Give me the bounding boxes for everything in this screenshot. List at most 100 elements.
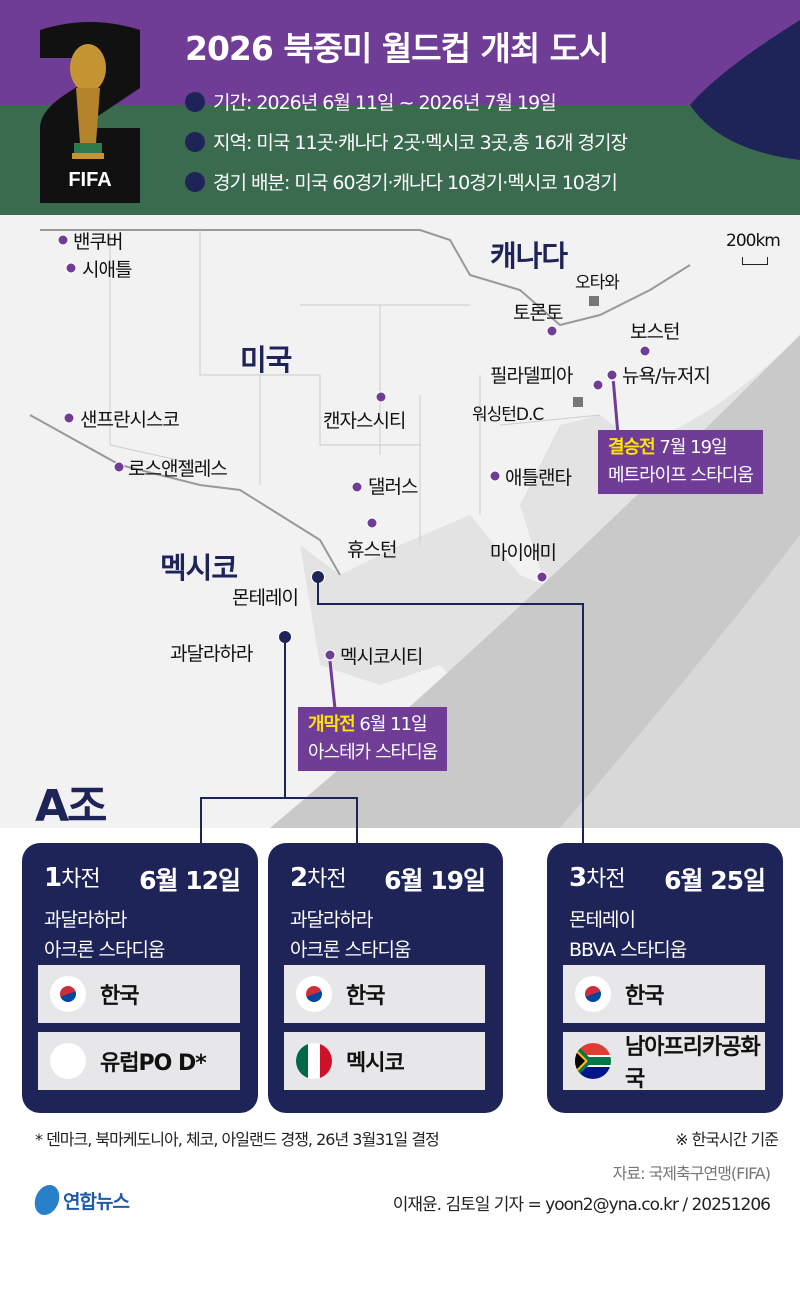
credit: 이재윤. 김토일 기자 = yoon2@yna.co.kr / 20251206	[392, 1195, 771, 1215]
korea-flag-icon	[575, 976, 611, 1012]
city-label-losangeles: 로스앤젤레스	[128, 458, 228, 480]
city-marker	[65, 262, 77, 274]
final-date: 7월 19일	[659, 437, 727, 458]
korea-flag-icon	[50, 976, 86, 1012]
bullet-icon	[185, 171, 205, 192]
country-label-mexico: 멕시코	[160, 551, 238, 585]
source: 자료: 국제축구연맹(FIFA)	[612, 1164, 771, 1183]
scale-bar	[742, 257, 768, 265]
city-label-monterrey: 몬테레이	[232, 587, 299, 609]
country-label-usa: 미국	[240, 343, 292, 377]
bullet-icon	[185, 131, 205, 152]
mexico-flag-icon	[296, 1043, 332, 1079]
round-label: 1차전	[44, 863, 101, 893]
city-marker	[57, 234, 69, 246]
city-label-dallas: 댈러스	[368, 476, 418, 498]
city-marker	[113, 461, 125, 473]
page-title: 2026 북중미 월드컵 개최 도시	[185, 29, 609, 68]
yonhap-logo-icon	[32, 1185, 62, 1215]
opening-date: 6월 11일	[359, 714, 427, 735]
blank-flag-icon	[50, 1043, 86, 1079]
team-row: 멕시코	[284, 1032, 485, 1090]
city-label-sanfrancisco: 샌프란시스코	[80, 409, 180, 431]
yonhap-logo: 연합뉴스	[32, 1185, 130, 1215]
city-label-kansascity: 캔자스시티	[323, 410, 406, 432]
city-marker	[375, 391, 387, 403]
city-marker	[351, 481, 363, 493]
opening-stadium: 아스테카 스타디움	[308, 742, 438, 763]
city-marker	[489, 470, 501, 482]
match-allocation-line: 경기 배분: 미국 60경기·캐나다 10경기·멕시코 10경기	[185, 168, 618, 195]
host-city-map: 캐나다 미국 멕시코 200km 밴쿠버 시애틀 샌프란시스코 로스앤젤레스 캔…	[0, 215, 800, 828]
city-label-philadelphia: 필라델피아	[490, 365, 573, 387]
team-row: 유럽PO D*	[38, 1032, 240, 1090]
city-label-seattle: 시애틀	[82, 259, 132, 281]
header-banner: FIFA 2026 북중미 월드컵 개최 도시 기간: 2026년 6월 11일…	[0, 0, 800, 215]
match-card-3: 3차전 6월 25일 몬테레이 BBVA 스타디움 한국 남아프리카공화국	[547, 843, 783, 1113]
final-callout: 결승전 7월 19일 메트라이프 스타디움	[598, 430, 763, 494]
match-card-1: 1차전 6월 12일 과달라하라 아크론 스타디움 한국 유럽PO D*	[22, 843, 258, 1113]
match-date: 6월 12일	[139, 866, 241, 895]
team-row: 한국	[284, 965, 485, 1023]
city-label-newyork: 뉴욕/뉴저지	[622, 365, 711, 387]
city-marker	[366, 517, 378, 529]
region-line: 지역: 미국 11곳·캐나다 2곳·멕시코 3곳,총 16개 경기장	[185, 128, 628, 155]
capital-label-washington: 워싱턴D.C	[472, 405, 544, 425]
opening-callout: 개막전 6월 11일 아스테카 스타디움	[298, 707, 448, 771]
match-date: 6월 25일	[664, 866, 766, 895]
connector-line	[582, 603, 584, 845]
bullet-icon	[185, 91, 205, 112]
city-marker	[324, 649, 336, 661]
venue: 과달라하라 아크론 스타디움	[290, 909, 411, 961]
korea-flag-icon	[296, 976, 332, 1012]
allocation-text: 경기 배분: 미국 60경기·캐나다 10경기·멕시코 10경기	[213, 172, 618, 194]
region-text: 지역: 미국 11곳·캐나다 2곳·멕시코 3곳,총 16개 경기장	[213, 132, 628, 154]
match-date: 6월 19일	[384, 866, 486, 895]
venue: 과달라하라 아크론 스타디움	[44, 909, 165, 961]
team-row: 한국	[38, 965, 240, 1023]
city-label-houston: 휴스턴	[347, 539, 397, 561]
fifa-26-logo: FIFA	[30, 18, 150, 203]
round-label: 3차전	[569, 863, 626, 893]
team-row: 한국	[563, 965, 765, 1023]
final-stadium: 메트라이프 스타디움	[608, 465, 754, 486]
connector-line	[356, 797, 358, 845]
connector-line	[200, 797, 202, 845]
round-label: 2차전	[290, 863, 347, 893]
city-label-miami: 마이애미	[490, 542, 557, 564]
city-marker	[639, 345, 651, 357]
city-label-atlanta: 애틀랜타	[505, 467, 572, 489]
city-label-vancouver: 밴쿠버	[73, 231, 123, 253]
city-marker	[606, 369, 618, 381]
city-label-boston: 보스턴	[630, 321, 680, 343]
group-title: A조	[35, 781, 108, 828]
city-label-mexicocity: 멕시코시티	[340, 646, 423, 668]
capital-marker	[573, 397, 583, 407]
connector-line	[317, 580, 319, 604]
capital-label-ottawa: 오타와	[575, 273, 620, 293]
venue: 몬테레이 BBVA 스타디움	[569, 909, 687, 961]
south-africa-flag-icon	[575, 1043, 611, 1079]
period-line: 기간: 2026년 6월 11일 ~ 2026년 7월 19일	[185, 88, 557, 115]
city-label-toronto: 토론토	[513, 302, 563, 324]
capital-marker	[589, 296, 599, 306]
city-marker	[63, 412, 75, 424]
city-label-guadalajara: 과달라하라	[170, 643, 253, 665]
city-marker	[546, 325, 558, 337]
city-marker	[536, 571, 548, 583]
fifa-wordmark: FIFA	[68, 169, 111, 191]
country-label-canada: 캐나다	[490, 239, 568, 273]
scale-label: 200km	[726, 231, 781, 251]
period-text: 기간: 2026년 6월 11일 ~ 2026년 7월 19일	[213, 92, 557, 114]
connector-line	[317, 603, 584, 605]
connector-line	[284, 640, 286, 798]
opening-label: 개막전	[308, 714, 356, 735]
team-row: 남아프리카공화국	[563, 1032, 765, 1092]
match-card-2: 2차전 6월 19일 과달라하라 아크론 스타디움 한국 멕시코	[268, 843, 503, 1113]
final-label: 결승전	[608, 437, 656, 458]
connector-line	[200, 797, 358, 799]
time-note: ※ 한국시간 기준	[675, 1130, 779, 1149]
yonhap-wordmark: 연합뉴스	[63, 1190, 130, 1213]
city-marker	[592, 379, 604, 391]
footnote: * 덴마크, 북마케도니아, 체코, 아일랜드 경쟁, 26년 3월31일 결정	[35, 1130, 440, 1149]
